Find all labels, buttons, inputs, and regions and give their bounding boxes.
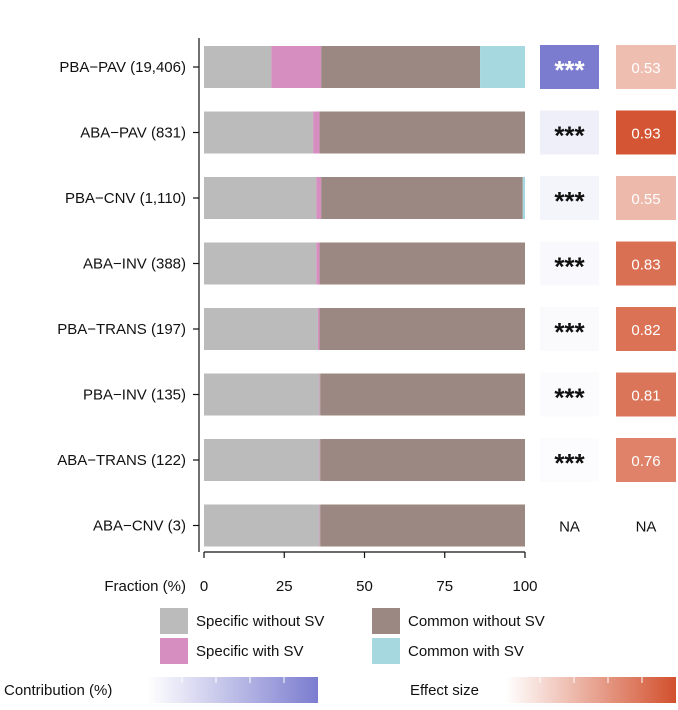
contribution-cell <box>540 372 599 417</box>
significance-label: *** <box>554 252 585 282</box>
effect-size-cell <box>616 176 676 220</box>
legend-label: Common with SV <box>408 642 524 660</box>
x-tick-label: 75 <box>436 578 453 595</box>
legend-swatch <box>372 638 400 664</box>
bar-segment <box>313 111 320 154</box>
bar-segment <box>204 373 320 416</box>
effect-size-colorbar: Effect size <box>410 677 676 703</box>
effect-size-label: 0.83 <box>631 257 660 274</box>
bar-segment <box>319 242 525 285</box>
legend-label: Specific without SV <box>196 612 325 630</box>
category-label: PBA−INV (135) <box>83 387 186 404</box>
legend-swatch <box>160 638 188 664</box>
bar-segment <box>271 46 322 88</box>
effect-size-cell <box>616 241 676 286</box>
stacked-bar-chart: PBA−PAV (19,406) *** 0.53 ABA−PAV (831) *** 0… <box>57 38 676 595</box>
x-tick-label: 100 <box>512 578 537 595</box>
category-label: PBA−TRANS (197) <box>57 321 186 338</box>
significance-label: *** <box>554 383 585 413</box>
contribution-cell <box>540 110 599 155</box>
category-label: ABA−INV (388) <box>83 256 186 273</box>
legend-item-common-with-sv: Common with SV <box>372 638 524 664</box>
bar-segment <box>316 242 320 285</box>
contribution-colorbar-label: Contribution (%) <box>4 681 113 699</box>
effect-size-gradient <box>506 677 676 703</box>
category-label: ABA−TRANS (122) <box>57 452 186 469</box>
legend-label: Specific with SV <box>196 642 304 660</box>
bar-segment <box>204 308 318 350</box>
bar-segment <box>319 504 321 547</box>
bar-segment <box>321 46 481 88</box>
effect-size-label: 0.53 <box>631 60 660 77</box>
contribution-cell <box>540 307 599 351</box>
contribution-cell <box>540 241 599 286</box>
significance-label: *** <box>554 55 585 85</box>
contribution-colorbar: Contribution (%) <box>4 677 318 703</box>
bar-segment <box>204 242 317 285</box>
effect-size-label: 0.93 <box>631 126 660 143</box>
bar-segment <box>320 373 525 416</box>
effect-size-colorbar-label: Effect size <box>410 681 479 699</box>
x-tick-label: 50 <box>356 578 373 595</box>
x-axis-label: Fraction (%) <box>104 578 186 595</box>
bar-segment <box>320 439 525 481</box>
significance-label: *** <box>554 121 585 151</box>
contribution-cell <box>540 45 599 89</box>
significance-label: *** <box>554 317 585 347</box>
bar-segment <box>316 177 322 219</box>
bar-segment <box>319 373 321 416</box>
contribution-gradient-ticks <box>181 677 285 683</box>
category-label: ABA−PAV (831) <box>80 125 186 142</box>
bar-segment <box>480 46 525 88</box>
bar-segment <box>204 504 320 547</box>
significance-label: *** <box>554 186 585 216</box>
legend-label: Common without SV <box>408 612 545 630</box>
effect-size-label: 0.55 <box>631 191 660 208</box>
contribution-cell <box>540 176 599 220</box>
effect-size-cell <box>616 45 676 89</box>
bar-segment <box>320 504 525 547</box>
bar-segment <box>522 177 525 219</box>
category-label: PBA−CNV (1,110) <box>65 190 186 207</box>
bar-segment <box>319 308 525 350</box>
contribution-cell <box>540 438 599 482</box>
category-label: PBA−PAV (19,406) <box>59 59 186 76</box>
legend-swatch <box>372 608 400 634</box>
effect-size-cell <box>616 438 676 482</box>
x-tick-label: 25 <box>276 578 293 595</box>
category-label: ABA−CNV (3) <box>93 518 186 535</box>
legend-item-specific-with-sv: Specific with SV <box>160 638 304 664</box>
bar-segment <box>321 177 523 219</box>
effect-size-cell <box>616 110 676 155</box>
bar-segment <box>204 46 272 88</box>
bar-segment <box>319 439 321 481</box>
effect-size-label: 0.81 <box>631 388 660 405</box>
x-tick-label: 0 <box>200 578 208 595</box>
contribution-gradient <box>148 677 318 703</box>
effect-size-cell <box>616 372 676 417</box>
legend-swatch <box>160 608 188 634</box>
effect-size-gradient-ticks <box>539 677 643 683</box>
bar-segment <box>204 177 317 219</box>
effect-size-cell <box>616 307 676 351</box>
legend-item-specific-without-sv: Specific without SV <box>160 608 324 634</box>
significance-label: NA <box>559 519 580 536</box>
bar-segment <box>204 439 320 481</box>
legend-item-common-without-sv: Common without SV <box>372 608 545 634</box>
effect-size-label: NA <box>636 519 657 536</box>
significance-label: *** <box>554 448 585 478</box>
effect-size-label: 0.76 <box>631 453 660 470</box>
bar-segment <box>204 111 314 154</box>
effect-size-label: 0.82 <box>631 322 660 339</box>
bar-segment <box>317 308 320 350</box>
bar-segment <box>319 111 525 154</box>
